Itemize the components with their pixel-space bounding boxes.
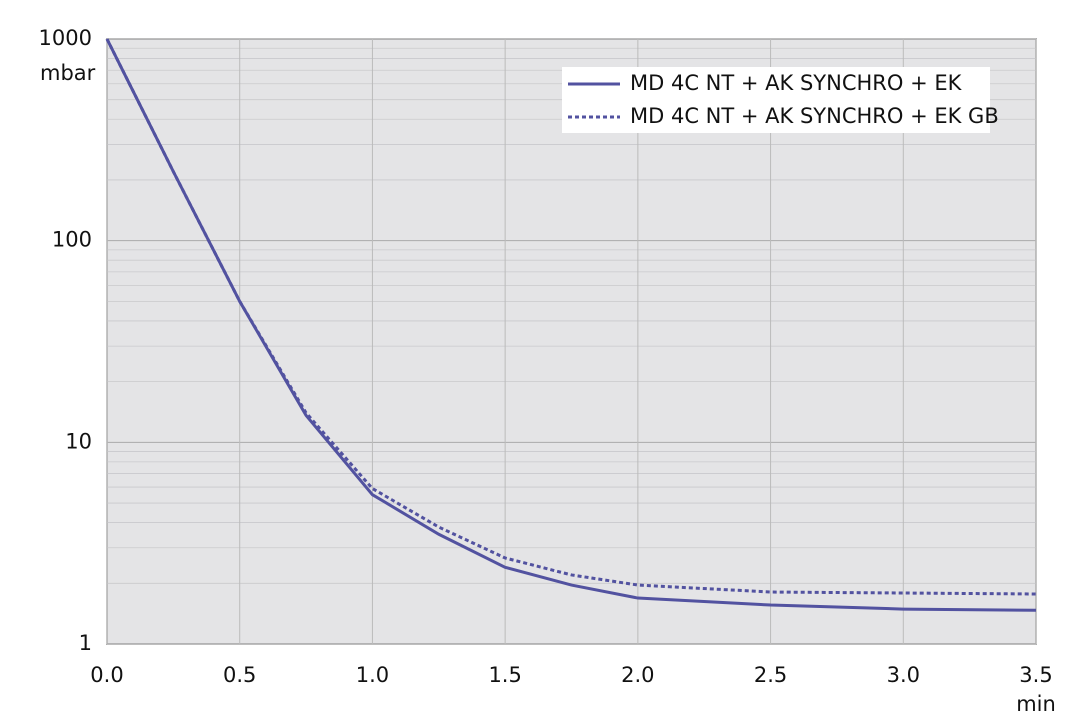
legend-label: MD 4C NT + AK SYNCHRO + EK GB (630, 104, 999, 128)
legend-label: MD 4C NT + AK SYNCHRO + EK (630, 71, 963, 95)
x-tick-label: 2.0 (621, 663, 654, 687)
y-tick-label: 10 (65, 429, 92, 453)
y-tick-label: 1000 (39, 26, 92, 50)
series-line (105, 38, 1037, 596)
x-tick-label: 2.5 (754, 663, 787, 687)
labels: 1 10 100 1000 0.0 0.5 1.0 1.5 2.0 2.5 3.0 3.5 (39, 26, 1053, 687)
x-tick-label: 1.5 (488, 663, 521, 687)
x-tick-label: 3.5 (1019, 663, 1052, 687)
x-tick-label: 0.5 (223, 663, 256, 687)
x-tick-label: 0.0 (90, 663, 123, 687)
y-tick-label: 1 (79, 631, 92, 655)
x-axis-label: min (1016, 692, 1056, 716)
lines (105, 38, 1037, 612)
x-tick-label: 1.0 (356, 663, 389, 687)
y-axis-label: mbar (40, 61, 96, 85)
x-tick-label: 3.0 (887, 663, 920, 687)
y-tick-label: 100 (52, 228, 92, 252)
legend-box (562, 67, 990, 133)
legend: MD 4C NT + AK SYNCHRO + EK MD 4C NT + AK … (568, 71, 999, 128)
